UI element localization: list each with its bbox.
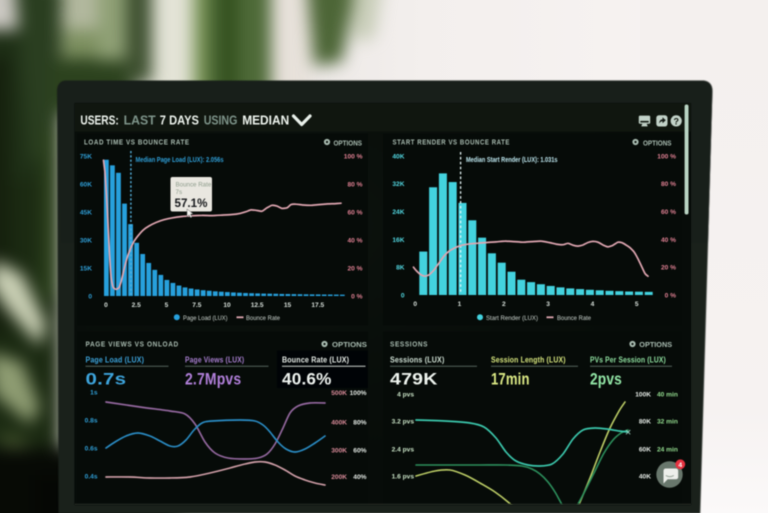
svg-text:20 %: 20 % (347, 265, 362, 272)
svg-text:100 %: 100 % (344, 153, 363, 160)
svg-text:OPTIONS: OPTIONS (639, 340, 672, 349)
svg-text:1s: 1s (90, 389, 98, 396)
svg-text:16K: 16K (392, 237, 404, 244)
svg-text:Page Views (LUX): Page Views (LUX) (185, 356, 244, 365)
svg-text:8K: 8K (396, 265, 405, 272)
svg-text:400K: 400K (331, 419, 347, 426)
svg-text:24 min: 24 min (657, 446, 678, 453)
svg-text:300K: 300K (331, 447, 347, 454)
svg-text:OPTIONS: OPTIONS (643, 138, 672, 147)
svg-text:Bounce Rate: Bounce Rate (246, 315, 280, 322)
svg-text:10: 10 (223, 302, 231, 309)
svg-text:24K: 24K (392, 209, 404, 216)
svg-text:100 %: 100 % (657, 153, 676, 160)
svg-text:OPTIONS: OPTIONS (332, 340, 367, 349)
svg-text:479K: 479K (390, 370, 438, 389)
svg-text:MEDIAN: MEDIAN (242, 113, 289, 128)
svg-text:7 DAYS: 7 DAYS (160, 113, 199, 128)
svg-text:60 %: 60 % (661, 209, 676, 216)
svg-text:SESSIONS: SESSIONS (390, 339, 428, 348)
svg-text:100K: 100K (635, 391, 651, 398)
svg-text:USERS:: USERS: (80, 113, 118, 128)
svg-text:OPTIONS: OPTIONS (334, 138, 363, 147)
svg-text:LAST: LAST (124, 113, 156, 128)
svg-text:Median Start Render (LUX): 1.0: Median Start Render (LUX): 1.031s (466, 157, 558, 164)
svg-text:17.5: 17.5 (311, 302, 324, 309)
svg-text:40.6%: 40.6% (282, 370, 332, 389)
svg-text:40K: 40K (639, 473, 651, 480)
svg-text:4: 4 (678, 462, 682, 469)
svg-text:40 min: 40 min (657, 391, 678, 398)
svg-text:80K: 80K (639, 418, 651, 425)
svg-text:80 %: 80 % (347, 181, 362, 188)
svg-text:0: 0 (401, 292, 405, 299)
svg-text:Bounce Rate: Bounce Rate (176, 182, 212, 189)
svg-text:0 %: 0 % (351, 293, 362, 300)
svg-text:2.7Mpvs: 2.7Mpvs (185, 370, 241, 389)
svg-text:7s: 7s (176, 189, 183, 196)
svg-text:3.2 pvs: 3.2 pvs (392, 418, 415, 425)
svg-text:80 %: 80 % (661, 181, 676, 188)
svg-text:0: 0 (88, 293, 92, 300)
svg-text:LOAD TIME VS BOUNCE RATE: LOAD TIME VS BOUNCE RATE (84, 138, 190, 147)
svg-text:60K: 60K (80, 181, 92, 188)
svg-text:57.1%: 57.1% (175, 197, 208, 210)
svg-text:Bounce Rate (LUX): Bounce Rate (LUX) (282, 356, 349, 365)
svg-text:5: 5 (635, 301, 639, 308)
svg-text:2.4 pvs: 2.4 pvs (392, 446, 415, 453)
svg-text:2pvs: 2pvs (590, 370, 622, 389)
svg-text:5: 5 (165, 302, 169, 309)
svg-text:3: 3 (546, 301, 550, 308)
svg-text:75K: 75K (80, 153, 92, 160)
svg-text:60%: 60% (353, 447, 366, 454)
svg-text:0.6s: 0.6s (85, 445, 98, 452)
svg-text:USING: USING (204, 113, 238, 128)
svg-text:0: 0 (413, 301, 417, 308)
svg-text:7.5: 7.5 (192, 302, 201, 309)
svg-text:Start Render (LUX): Start Render (LUX) (486, 315, 538, 322)
svg-text:32K: 32K (392, 181, 404, 188)
svg-text:40%: 40% (353, 474, 366, 481)
svg-text:500K: 500K (331, 390, 347, 397)
svg-text:Session Length (LUX): Session Length (LUX) (491, 356, 566, 365)
svg-text:32 min: 32 min (657, 418, 678, 425)
svg-text:Page Load (LUX): Page Load (LUX) (183, 315, 228, 322)
svg-text:0 %: 0 % (665, 292, 676, 299)
svg-text:0: 0 (104, 302, 108, 309)
svg-text:1: 1 (458, 301, 462, 308)
svg-text:4: 4 (591, 301, 595, 308)
svg-text:17min: 17min (491, 370, 530, 389)
svg-text:0.7s: 0.7s (86, 370, 127, 389)
svg-text:4 pvs: 4 pvs (397, 391, 414, 398)
svg-text:20 %: 20 % (661, 265, 676, 272)
svg-text:1.6 pvs: 1.6 pvs (392, 473, 415, 480)
svg-text:Bounce Rate: Bounce Rate (557, 315, 591, 322)
svg-text:40 %: 40 % (661, 237, 676, 244)
svg-text:40K: 40K (392, 153, 404, 160)
svg-text:100%: 100% (350, 390, 367, 397)
svg-text:45K: 45K (80, 209, 92, 216)
svg-text:15K: 15K (80, 265, 92, 272)
svg-text:2.5: 2.5 (132, 302, 141, 309)
svg-text:60 %: 60 % (347, 209, 362, 216)
svg-text:30K: 30K (80, 237, 92, 244)
svg-text:START RENDER VS BOUNCE RATE: START RENDER VS BOUNCE RATE (393, 138, 511, 147)
svg-text:0.4s: 0.4s (85, 473, 98, 480)
svg-text:2: 2 (502, 301, 506, 308)
svg-text:Page Load (LUX): Page Load (LUX) (86, 356, 145, 365)
svg-text:40 %: 40 % (347, 237, 362, 244)
svg-text:12.5: 12.5 (251, 302, 264, 309)
svg-text:15: 15 (284, 302, 292, 309)
svg-text:200K: 200K (331, 474, 347, 481)
svg-text:0.8s: 0.8s (85, 417, 98, 424)
svg-text:Median Page Load (LUX): 2.056s: Median Page Load (LUX): 2.056s (136, 157, 224, 164)
svg-text:Sessions (LUX): Sessions (LUX) (390, 356, 445, 365)
svg-text:80%: 80% (353, 419, 366, 426)
svg-text:60K: 60K (639, 446, 651, 453)
svg-text:PAGE VIEWS VS ONLOAD: PAGE VIEWS VS ONLOAD (86, 339, 179, 348)
svg-text:PVs Per Session (LUX): PVs Per Session (LUX) (590, 356, 666, 365)
svg-text:?: ? (673, 116, 679, 126)
